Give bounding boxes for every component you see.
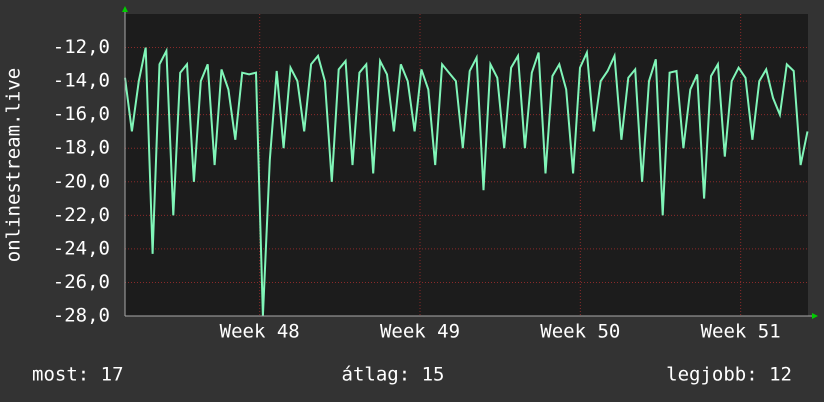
footer-current: most: 17: [32, 364, 124, 386]
x-tick-label: Week 51: [701, 321, 781, 343]
x-tick-label: Week 48: [220, 321, 300, 343]
y-tick-label: -14,0: [53, 70, 110, 92]
y-tick-label: -26,0: [53, 271, 110, 293]
y-tick-label: -22,0: [53, 204, 110, 226]
y-axis-label: onlinestream.live: [3, 68, 25, 262]
y-arrow: [122, 6, 128, 12]
y-tick-label: -12,0: [53, 36, 110, 58]
footer-average: átlag: 15: [342, 364, 445, 386]
footer-best: legjobb: 12: [666, 364, 792, 386]
plot-area: [125, 14, 808, 316]
y-tick-label: -20,0: [53, 170, 110, 192]
x-tick-label: Week 49: [380, 321, 460, 343]
y-tick-label: -24,0: [53, 237, 110, 259]
y-tick-label: -28,0: [53, 305, 110, 327]
x-tick-label: Week 50: [540, 321, 620, 343]
grid: [125, 14, 808, 317]
y-tick-label: -16,0: [53, 103, 110, 125]
marks: [124, 47, 809, 317]
data-line: [124, 47, 809, 317]
y-tick-label: -18,0: [53, 137, 110, 159]
x-arrow: [812, 313, 818, 319]
